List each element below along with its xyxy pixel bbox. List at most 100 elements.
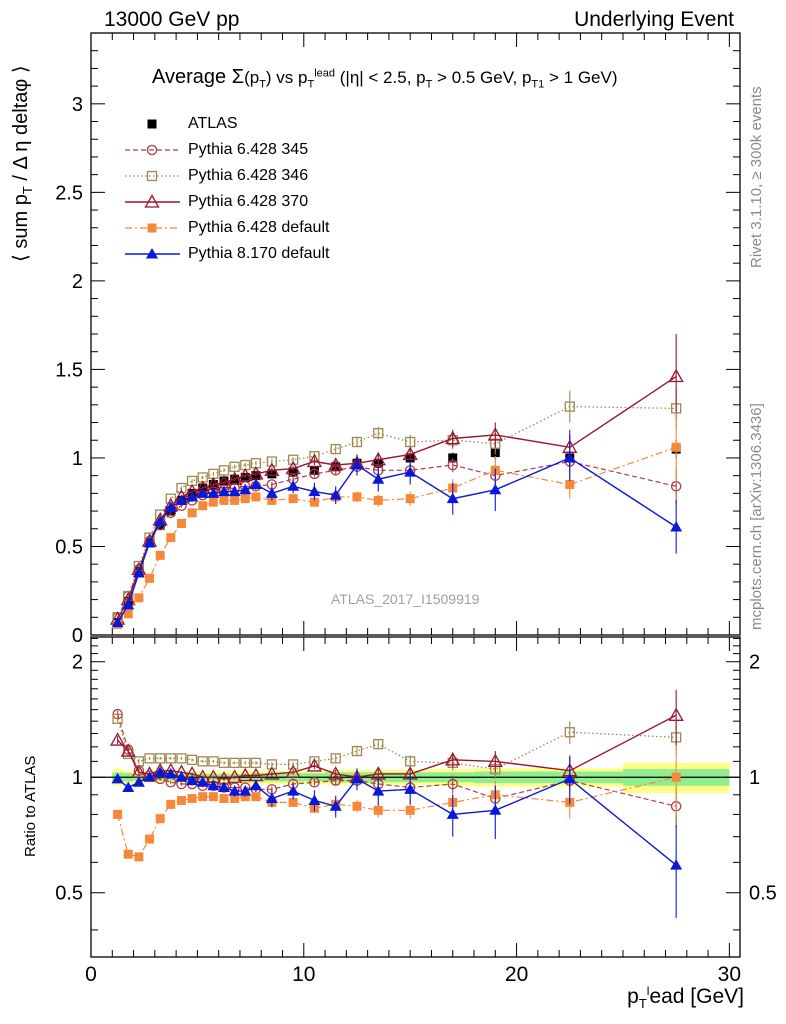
- ratio-point-p370: [227, 769, 243, 783]
- main-point-p6def: [198, 501, 208, 511]
- main-point-p6def: [187, 508, 197, 518]
- ratio-point-p346: [176, 753, 187, 764]
- main-point-p8def: [143, 536, 156, 548]
- ratio-point-p8def: [265, 792, 278, 804]
- main-point-p346: [218, 465, 230, 476]
- ratio-point-p346: [112, 713, 123, 724]
- main-point-p8def: [154, 515, 167, 527]
- ratio-point-p6def: [230, 794, 240, 804]
- ratio-point-p8def: [249, 779, 262, 791]
- main-point-p6def: [208, 497, 218, 507]
- main-point-p6def: [671, 442, 681, 452]
- main-point-p346: [564, 401, 575, 412]
- ratio-point-p370: [120, 743, 136, 757]
- ratio-point-p346: [330, 753, 341, 764]
- ratio-y-axis-label: Ratio to ATLAS: [22, 755, 39, 857]
- main-point-atlas: [288, 467, 298, 477]
- ratio-point-p346: [564, 727, 575, 738]
- ratio-point-p346: [240, 757, 251, 769]
- x-tick-label: 10: [292, 963, 315, 986]
- ratio-point-p8def: [446, 808, 459, 819]
- legend-label-p8def: Pythia 8.170 default: [188, 245, 330, 262]
- main-point-p8def: [175, 494, 188, 505]
- ratio-point-p6def: [145, 834, 155, 844]
- ratio-point-p370: [237, 767, 253, 782]
- main-point-p370: [264, 462, 280, 476]
- main-point-p346: [330, 443, 341, 455]
- rivet-version-label: Rivet 3.1.10, ≥ 300k events: [748, 86, 765, 268]
- main-point-p8def: [207, 487, 220, 498]
- main-point-p8def: [239, 483, 252, 495]
- ratio-point-p8def: [350, 772, 363, 784]
- ratio-point-p346: [165, 753, 176, 764]
- main-point-p6def: [251, 492, 261, 502]
- mcplots-label: mcplots.cern.ch [arXiv:1306.3436]: [748, 403, 765, 630]
- ratio-point-p346: [218, 757, 230, 769]
- ratio-point-p8def: [164, 767, 177, 779]
- x-tick-label: 20: [505, 963, 528, 986]
- main-point-p8def: [287, 480, 300, 491]
- main-y-tick-label: 0: [72, 625, 83, 647]
- ratio-point-p6def: [671, 772, 681, 782]
- main-point-p8def: [265, 487, 278, 498]
- ratio-point-p346: [229, 757, 240, 769]
- ratio-point-p6def: [352, 801, 362, 811]
- ratio-point-p8def: [132, 776, 145, 787]
- ratio-point-p8def: [154, 766, 167, 777]
- main-y-axis-label: ⟨ sum pT / Δ η deltaφ ⟩: [10, 65, 35, 262]
- ratio-point-p6def: [208, 792, 218, 802]
- main-point-p8def: [228, 485, 241, 497]
- ratio-point-p8def: [122, 781, 135, 793]
- ratio-point-p8def: [563, 772, 576, 784]
- ratio-point-p6def: [187, 794, 197, 804]
- ratio-point-p6def: [176, 795, 186, 805]
- main-point-p345: [447, 459, 458, 471]
- main-y-tick-label: 1: [72, 448, 83, 470]
- header-left: 13000 GeV pp: [104, 8, 240, 31]
- main-point-p8def: [563, 451, 576, 463]
- legend-label-p345: Pythia 6.428 345: [188, 141, 309, 158]
- ratio-point-p346: [155, 753, 166, 764]
- header-right: Underlying Event: [574, 8, 734, 31]
- legend-label-atlas: ATLAS: [188, 115, 238, 132]
- main-point-p8def: [164, 501, 177, 513]
- ratio-y-tick-label-left: 0.5: [55, 883, 83, 905]
- main-point-p8def: [132, 567, 145, 578]
- ratio-point-p6def: [134, 852, 144, 862]
- legend-label-p370: Pythia 6.428 370: [188, 193, 309, 210]
- main-point-p346: [351, 436, 363, 448]
- main-y-tick-label: 3: [72, 94, 83, 116]
- ratio-point-p8def: [217, 781, 230, 793]
- ratio-y-tick-label-right: 0.5: [749, 883, 777, 905]
- ratio-point-p346: [351, 745, 363, 757]
- ratio-line-p6def: [117, 776, 677, 858]
- main-point-p8def: [186, 490, 199, 502]
- main-point-p370: [237, 467, 253, 482]
- legend-marker-p370: [144, 194, 160, 208]
- main-point-p6def: [230, 495, 240, 505]
- main-point-p6def: [373, 495, 383, 505]
- main-point-p370: [227, 471, 243, 485]
- main-y-tick-label: 0.5: [55, 536, 83, 558]
- main-point-p8def: [489, 483, 502, 495]
- ratio-point-p6def: [198, 792, 208, 802]
- main-point-p346: [176, 482, 187, 494]
- ratio-point-p8def: [111, 772, 124, 784]
- ratio-point-p6def: [373, 805, 383, 815]
- legend-marker-p345: [146, 144, 158, 156]
- ratio-plot-frame: [90, 636, 741, 958]
- main-point-p346: [266, 456, 278, 467]
- main-point-p370: [370, 451, 386, 466]
- ratio-point-p346: [373, 738, 384, 750]
- analysis-watermark: ATLAS_2017_I1509919: [331, 591, 480, 607]
- ratio-point-p370: [668, 707, 684, 721]
- main-point-p8def: [329, 489, 342, 500]
- ratio-point-p6def: [219, 794, 229, 804]
- legend-marker-p346: [146, 170, 158, 182]
- ratio-point-p6def: [251, 792, 261, 802]
- series-layer: [109, 334, 684, 918]
- main-point-p8def: [446, 492, 459, 504]
- legend-markers: [125, 119, 180, 259]
- ratio-point-p6def: [405, 805, 415, 815]
- plot-title: Average Σ(pT) vs pTlead (|η| < 2.5, pT >…: [152, 66, 618, 91]
